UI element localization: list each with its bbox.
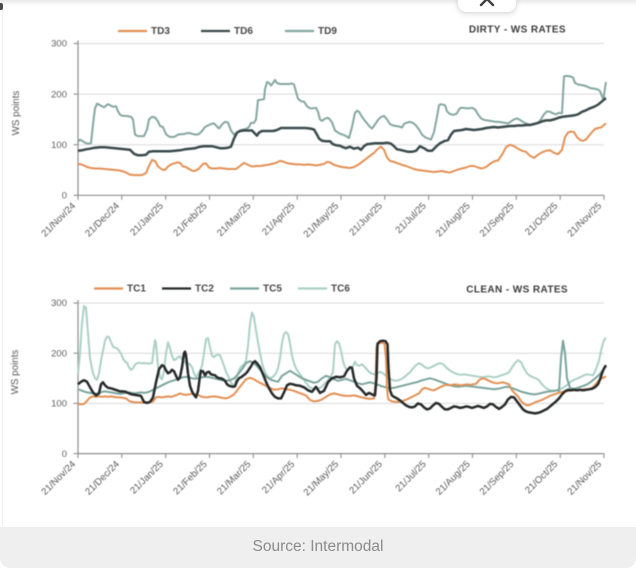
svg-text:100: 100 — [51, 140, 67, 151]
svg-text:TD6: TD6 — [234, 26, 253, 37]
svg-text:21/Nov/25: 21/Nov/25 — [565, 201, 604, 240]
svg-text:WS points: WS points — [10, 350, 21, 395]
svg-text:21/Oct/25: 21/Oct/25 — [523, 459, 560, 496]
svg-text:21/Aug/25: 21/Aug/25 — [434, 201, 473, 240]
svg-text:TC1: TC1 — [127, 284, 146, 295]
svg-text:21/Mar/25: 21/Mar/25 — [215, 459, 253, 497]
svg-text:21/Dec/24: 21/Dec/24 — [83, 458, 122, 497]
svg-text:21/Jul/25: 21/Jul/25 — [394, 459, 429, 494]
svg-text:21/Apr/25: 21/Apr/25 — [260, 459, 297, 496]
svg-text:21/Sep/25: 21/Sep/25 — [478, 459, 517, 498]
svg-text:21/May/25: 21/May/25 — [302, 459, 341, 498]
svg-text:TD3: TD3 — [151, 26, 170, 37]
svg-text:21/Jul/25: 21/Jul/25 — [394, 201, 429, 236]
svg-text:21/Jan/25: 21/Jan/25 — [128, 201, 166, 239]
svg-text:21/Jun/25: 21/Jun/25 — [347, 459, 385, 497]
svg-text:TC2: TC2 — [195, 284, 214, 295]
svg-text:DIRTY - WS RATES: DIRTY - WS RATES — [469, 25, 566, 36]
svg-text:300: 300 — [51, 298, 67, 309]
svg-text:TC6: TC6 — [331, 284, 350, 295]
svg-text:21/Jun/25: 21/Jun/25 — [347, 201, 385, 239]
svg-text:21/Nov/24: 21/Nov/24 — [39, 200, 78, 239]
svg-text:21/Nov/24: 21/Nov/24 — [39, 458, 78, 497]
svg-text:21/May/25: 21/May/25 — [302, 201, 341, 240]
svg-text:21/Mar/25: 21/Mar/25 — [215, 201, 253, 239]
svg-text:21/Dec/24: 21/Dec/24 — [83, 200, 122, 239]
svg-text:21/Nov/25: 21/Nov/25 — [565, 459, 604, 498]
svg-text:200: 200 — [51, 89, 67, 100]
svg-text:CLEAN - WS RATES: CLEAN - WS RATES — [466, 285, 568, 296]
svg-text:21/Feb/25: 21/Feb/25 — [171, 459, 209, 497]
svg-text:21/Oct/25: 21/Oct/25 — [523, 201, 560, 238]
svg-text:WS points: WS points — [11, 91, 22, 136]
svg-text:21/Jan/25: 21/Jan/25 — [128, 459, 166, 497]
svg-text:TD9: TD9 — [318, 26, 337, 37]
svg-text:0: 0 — [62, 449, 67, 460]
svg-text:21/Sep/25: 21/Sep/25 — [478, 201, 517, 240]
svg-text:TC5: TC5 — [263, 284, 282, 295]
svg-text:100: 100 — [51, 399, 67, 410]
svg-text:300: 300 — [51, 39, 67, 50]
svg-text:0: 0 — [62, 191, 67, 202]
svg-text:21/Aug/25: 21/Aug/25 — [434, 459, 473, 498]
svg-text:21/Apr/25: 21/Apr/25 — [260, 201, 297, 238]
svg-text:21/Feb/25: 21/Feb/25 — [171, 201, 209, 239]
svg-text:200: 200 — [51, 348, 67, 359]
